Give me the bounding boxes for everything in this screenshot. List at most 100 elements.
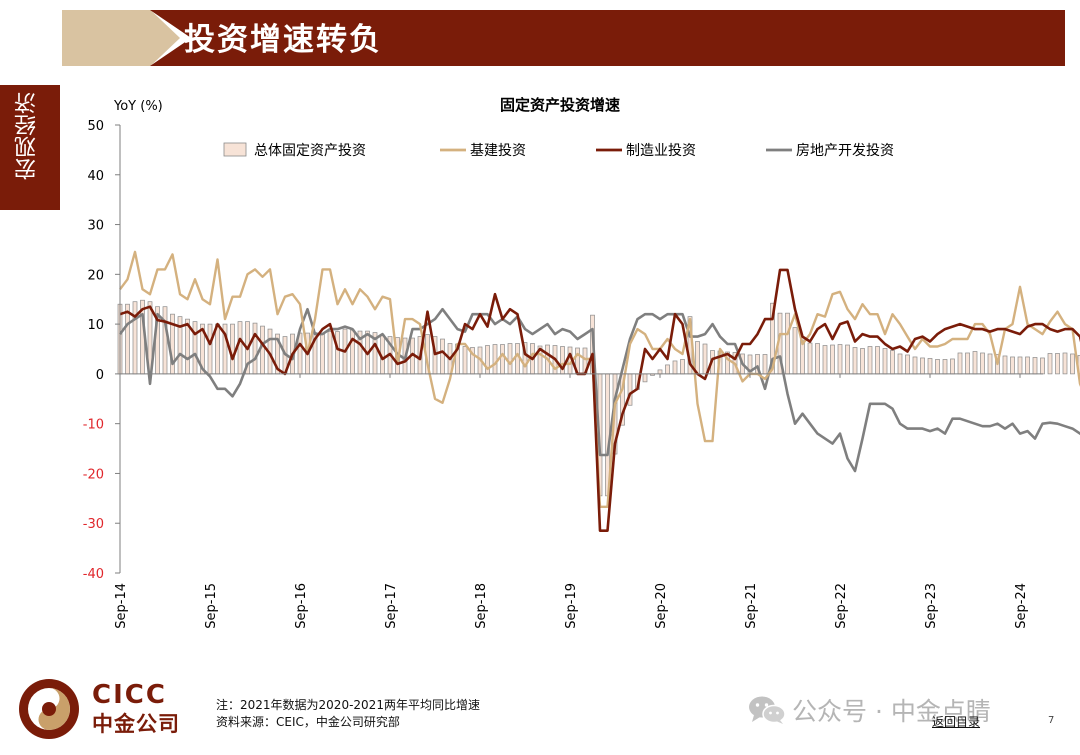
y-tick-label: 40 bbox=[87, 169, 104, 184]
fai-bar bbox=[260, 325, 265, 375]
y-tick-label: 20 bbox=[87, 268, 104, 283]
fai-bar bbox=[762, 354, 768, 375]
y-tick-label: -20 bbox=[83, 467, 104, 482]
y-tick-label: 30 bbox=[87, 219, 104, 234]
fai-bar bbox=[822, 345, 828, 375]
fai-bar bbox=[837, 344, 843, 375]
fai-bar bbox=[1062, 352, 1068, 375]
fai-bar bbox=[950, 358, 955, 375]
side-section-tab bbox=[0, 85, 60, 210]
wechat-icon bbox=[749, 696, 786, 724]
legend-swatch-overall bbox=[223, 142, 247, 157]
fai-bar bbox=[830, 344, 835, 375]
fai-bar bbox=[867, 346, 873, 375]
fai-bar bbox=[125, 303, 130, 375]
fai-bar bbox=[515, 343, 520, 375]
fai-bar bbox=[215, 323, 220, 375]
infra-line bbox=[119, 250, 1080, 508]
page-title: 投资增速转负 bbox=[184, 22, 382, 58]
fai-bar bbox=[807, 342, 813, 375]
fai-bar bbox=[987, 353, 993, 375]
x-tick-label: Sep-19 bbox=[564, 583, 579, 629]
fai-bar bbox=[852, 347, 858, 375]
logo-text-cn: 中金公司 bbox=[92, 712, 180, 736]
real-estate-line bbox=[118, 307, 1080, 473]
chart-title: 固定资产投资增速 bbox=[500, 96, 620, 114]
y-axis-label: YoY (%) bbox=[113, 99, 163, 114]
fai-bar bbox=[327, 331, 333, 375]
fai-bar bbox=[672, 360, 678, 375]
fai-bar bbox=[500, 344, 505, 375]
fai-bar bbox=[875, 346, 880, 375]
y-tick-label: 50 bbox=[87, 119, 104, 134]
y-tick-label: -30 bbox=[83, 517, 104, 532]
fai-bar bbox=[912, 356, 918, 375]
fai-bar bbox=[462, 346, 468, 375]
legend-label: 房地产开发投资 bbox=[796, 143, 894, 159]
fai-bar bbox=[492, 344, 498, 375]
logo-text-en: CICC bbox=[92, 680, 167, 710]
fai-bar bbox=[162, 306, 168, 375]
fai-bar bbox=[882, 348, 888, 375]
footnote-note: 注：2021年数据为2020-2021两年平均同比增速 bbox=[216, 698, 480, 712]
fai-bar bbox=[980, 352, 985, 375]
fai-bar bbox=[815, 343, 820, 375]
fai-bar bbox=[1032, 357, 1038, 375]
page-number: 7 bbox=[1048, 715, 1055, 726]
cicc-logo-icon bbox=[19, 679, 79, 739]
y-tick-label: -10 bbox=[83, 418, 104, 433]
fai-bar bbox=[785, 312, 790, 375]
footnote-source: 资料来源：CEIC，中金公司研究部 bbox=[216, 715, 400, 729]
fai-bar bbox=[1010, 356, 1015, 375]
fai-bar bbox=[792, 327, 798, 375]
fai-bar bbox=[680, 359, 685, 375]
header-accent-chevron bbox=[62, 10, 180, 66]
fai-bar bbox=[207, 323, 213, 375]
fai-bar bbox=[237, 321, 243, 375]
y-tick-label: 10 bbox=[87, 318, 104, 333]
fai-bar bbox=[965, 352, 970, 375]
fai-bar bbox=[695, 341, 700, 375]
legend-label: 基建投资 bbox=[470, 142, 526, 159]
fai-bar bbox=[665, 364, 670, 375]
fai-bar bbox=[192, 321, 198, 375]
fai-bar bbox=[252, 322, 258, 375]
fai-bar bbox=[1002, 355, 1008, 375]
fai-bar bbox=[942, 359, 948, 375]
x-tick-label: Sep-23 bbox=[924, 583, 939, 629]
x-tick-label: Sep-15 bbox=[204, 583, 219, 629]
x-tick-label: Sep-14 bbox=[114, 583, 129, 629]
fai-bar bbox=[350, 329, 355, 375]
chart-legend: 总体固定资产投资 基建投资 制造业投资 房地产开发投资 bbox=[223, 142, 894, 159]
fai-bar bbox=[845, 344, 850, 375]
y-tick-label: -40 bbox=[83, 567, 104, 582]
fai-bar bbox=[860, 348, 865, 375]
fai-bar bbox=[1040, 357, 1045, 375]
back-to-contents-link[interactable]: 返回目录 bbox=[932, 715, 981, 729]
fai-bar bbox=[1025, 356, 1030, 375]
x-tick-label: Sep-22 bbox=[834, 583, 849, 629]
fai-bar bbox=[890, 350, 895, 375]
legend-label: 总体固定资产投资 bbox=[254, 143, 366, 159]
fai-bar bbox=[1017, 356, 1023, 375]
fai-bar bbox=[1070, 353, 1075, 375]
fai-bar bbox=[335, 331, 340, 375]
x-tick-label: Sep-20 bbox=[654, 583, 669, 629]
fai-bar bbox=[897, 353, 903, 375]
fai-bar bbox=[230, 323, 235, 375]
fai-bar bbox=[957, 352, 963, 375]
fai-bar bbox=[1055, 353, 1060, 375]
x-tick-label: Sep-24 bbox=[1014, 583, 1029, 629]
fai-bar bbox=[972, 351, 978, 375]
legend-label: 制造业投资 bbox=[626, 143, 696, 159]
fai-bar bbox=[927, 358, 933, 375]
x-tick-label: Sep-17 bbox=[384, 583, 399, 629]
header-banner bbox=[150, 10, 1065, 66]
fai-bar bbox=[920, 357, 925, 375]
fai-bar bbox=[935, 359, 940, 375]
y-tick-label: 0 bbox=[96, 368, 104, 383]
fai-bar bbox=[320, 333, 325, 375]
x-tick-label: Sep-21 bbox=[744, 583, 759, 629]
fai-bar bbox=[657, 369, 663, 375]
fai-bar bbox=[642, 373, 648, 383]
